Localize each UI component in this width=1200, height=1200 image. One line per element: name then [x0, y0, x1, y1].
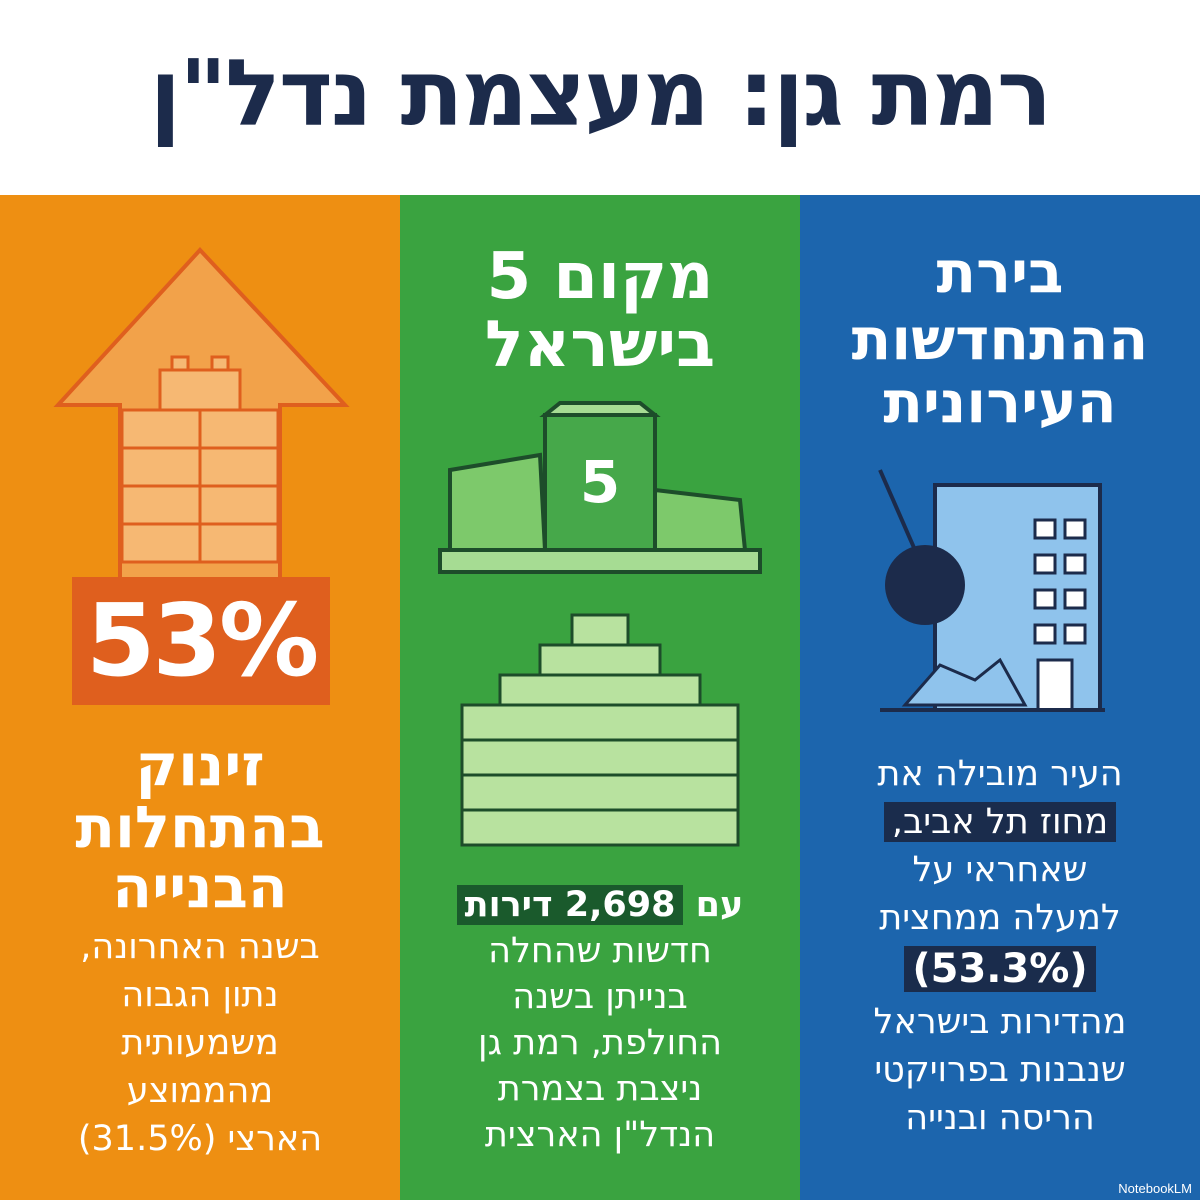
- body-line: שאחראי על: [912, 850, 1088, 890]
- panel-urban-renewal: בירת ההתחדשות העירונית העיר מובילה את מח…: [800, 195, 1200, 1200]
- body-line: החולפת, רמת גן: [478, 1023, 722, 1063]
- body-line: ניצבת בצמרת: [497, 1069, 703, 1109]
- headline-line: זינוק: [135, 731, 265, 799]
- highlight-tel-aviv-district: מחוז תל אביב,: [883, 802, 1117, 842]
- up-arrow-bricks-icon: [53, 247, 350, 617]
- body-line: העיר מובילה את: [877, 754, 1123, 794]
- podium-label: 5: [580, 448, 620, 516]
- panel-construction-starts: 53% זינוק בהתחלות הבנייה בשנה האחרונה, נ…: [0, 195, 400, 1200]
- panel-rank-5: מקום 5 בישראל 5 עם 2,698 דירות חדשות שהח…: [400, 195, 800, 1200]
- highlight-53-3-percent: (53.3%): [904, 946, 1096, 992]
- body-line: (53.3%): [800, 946, 1200, 992]
- body-line: משמעותית: [121, 1023, 279, 1063]
- stat-53-percent: 53%: [72, 577, 330, 705]
- body-line: הנדל"ן הארצית: [484, 1115, 716, 1155]
- highlight-2698-apartments: 2,698 דירות: [456, 885, 684, 925]
- body-line: שנבנות בפרויקטי: [874, 1050, 1126, 1090]
- headline-line: בהתחלות: [75, 793, 325, 861]
- wrecking-ball-building-icon: [878, 469, 1105, 712]
- body-line: הריסה ובנייה: [905, 1098, 1095, 1138]
- body-line: מהדירות בישראל: [873, 1002, 1127, 1042]
- body-line: למעלה ממחצית: [879, 898, 1121, 938]
- notebooklm-watermark: NotebookLM: [1118, 1181, 1192, 1196]
- body-line: חדשות שהחלה: [488, 931, 712, 971]
- body-line: נתון הגבוה: [121, 975, 279, 1015]
- headline-line: בירת: [936, 238, 1064, 306]
- headline-line: הבנייה: [112, 853, 288, 921]
- body-line: בשנה האחרונה,: [80, 927, 320, 967]
- body-first-line: עם 2,698 דירות: [400, 883, 800, 927]
- apartment-building-icon: [460, 613, 740, 847]
- body-line: הארצי (31.5%): [77, 1119, 323, 1159]
- body-line: בנייתן בשנה: [512, 977, 688, 1017]
- body-pre: עם: [695, 885, 744, 925]
- headline-line: ההתחדשות: [851, 305, 1149, 373]
- body-line: מחוז תל אביב,: [800, 800, 1200, 844]
- body-line: מהממוצע: [126, 1071, 274, 1111]
- header: רמת גן: מעצמת נדל"ן: [0, 0, 1200, 195]
- headline-line: העירונית: [883, 368, 1117, 436]
- headline-line: מקום 5: [486, 240, 714, 314]
- page-title: רמת גן: מעצמת נדל"ן: [149, 40, 1053, 147]
- headline-line: בישראל: [484, 308, 716, 382]
- podium-icon: 5: [438, 401, 762, 574]
